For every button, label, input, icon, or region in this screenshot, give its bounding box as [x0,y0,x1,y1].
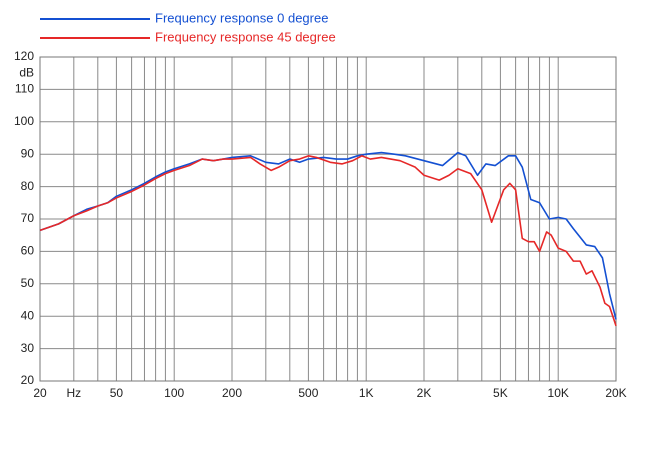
y-tick-label: 120 [14,49,34,63]
plot-frame [39,56,617,382]
x-tick-label: 200 [222,386,242,400]
legend-label: Frequency response 0 degree [155,10,328,25]
legend-label: Frequency response 45 degree [155,29,336,44]
x-tick-label: 2K [417,386,432,400]
y-tick-label: 80 [21,179,35,193]
x-tick-label: 20K [605,386,626,400]
x-tick-label: Hz [66,386,81,400]
y-tick-label: 20 [21,373,35,387]
y-tick-label: 90 [21,146,35,160]
x-tick-label: 100 [164,386,184,400]
y-tick-label: 60 [21,244,35,258]
x-tick-label: 50 [110,386,124,400]
x-tick-label: 500 [298,386,318,400]
x-tick-label: 10K [548,386,569,400]
x-tick-label: 5K [493,386,508,400]
y-tick-label: 70 [21,211,35,225]
y-tick-label: 100 [14,114,34,128]
x-tick-label: 1K [359,386,374,400]
y-tick-label: 50 [21,276,35,290]
x-tick-label: 20 [33,386,47,400]
series-line [39,155,617,327]
y-tick-label: 30 [21,341,35,355]
y-tick-label: 40 [21,308,35,322]
series-line [39,151,617,320]
y-tick-label: 110 [15,82,34,96]
y-axis-label: dB [19,65,34,79]
